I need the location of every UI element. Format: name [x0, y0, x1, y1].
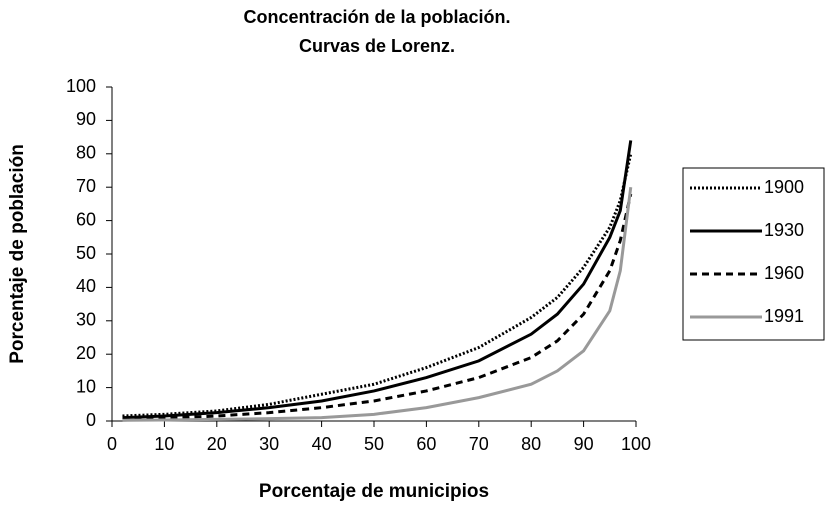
- x-tick-label: 40: [312, 434, 332, 454]
- y-tick-label: 60: [76, 209, 96, 229]
- y-axis-title: Porcentaje de población: [7, 144, 28, 364]
- y-tick-label: 70: [76, 176, 96, 196]
- y-tick-label: 10: [76, 376, 96, 396]
- legend-label: 1900: [764, 177, 804, 197]
- chart-title: Concentración de la población.: [243, 7, 510, 27]
- x-tick-label: 100: [621, 434, 651, 454]
- y-tick-label: 100: [66, 76, 96, 96]
- y-tick-label: 40: [76, 276, 96, 296]
- legend-box: [682, 167, 825, 341]
- legend-label: 1930: [764, 220, 804, 240]
- legend-label: 1960: [764, 263, 804, 283]
- series-line: [122, 153, 633, 418]
- legend-label: 1991: [764, 306, 804, 326]
- x-tick-label: 60: [416, 434, 436, 454]
- x-tick-label: 10: [154, 434, 174, 454]
- y-tick-label: 90: [76, 109, 96, 129]
- y-tick-label: 50: [76, 243, 96, 263]
- x-tick-label: 90: [574, 434, 594, 454]
- x-tick-label: 30: [259, 434, 279, 454]
- x-axis-title: Porcentaje de municipios: [259, 481, 489, 502]
- y-tick-label: 0: [86, 410, 96, 430]
- series-line: [122, 187, 633, 422]
- y-tick-label: 20: [76, 343, 96, 363]
- x-tick-label: 0: [107, 434, 117, 454]
- x-tick-label: 70: [469, 434, 489, 454]
- x-tick-label: 20: [207, 434, 227, 454]
- series-line: [122, 140, 633, 420]
- chart-title: Curvas de Lorenz.: [299, 36, 455, 56]
- y-tick-label: 30: [76, 310, 96, 330]
- series-line: [122, 193, 633, 421]
- y-tick-label: 80: [76, 143, 96, 163]
- x-tick-label: 80: [521, 434, 541, 454]
- x-tick-label: 50: [364, 434, 384, 454]
